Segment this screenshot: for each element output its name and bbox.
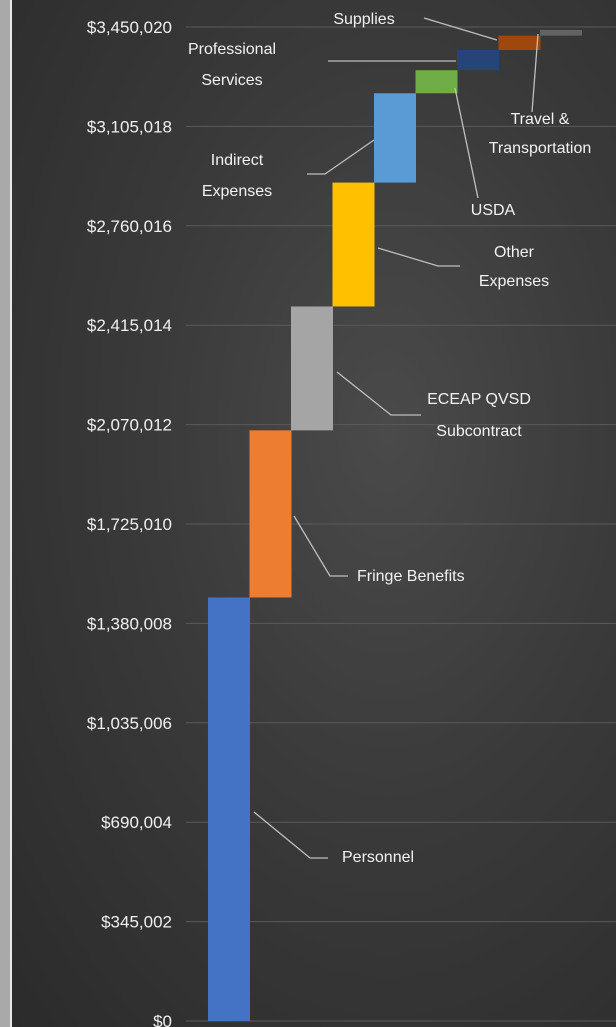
callouts: Personnel Fringe Benefits ECEAP QVSD Subcon… [188, 11, 591, 866]
callout-line [531, 33, 539, 113]
bar-label: Supplies [333, 11, 394, 28]
y-tick-label: $2,760,016 [87, 217, 172, 236]
y-tick-label: $345,002 [101, 913, 172, 932]
bar-label: Professional [188, 41, 276, 58]
y-tick-label: $1,725,010 [87, 515, 172, 534]
bar-label: Fringe Benefits [357, 568, 465, 585]
waterfall-chart: $0 $345,002 $690,004 $1,035,006 $1,380,008 $1… [87, 11, 616, 1027]
bar-label: Indirect [211, 152, 264, 169]
bar-usda [415, 70, 458, 94]
bar-label: Expenses [479, 273, 549, 290]
bar-indirect-expenses [374, 93, 416, 183]
bar-label: Other [494, 244, 535, 261]
bar-label: ECEAP QVSD [427, 391, 531, 408]
callout-line [253, 811, 328, 859]
y-tick-label: $2,415,014 [87, 316, 172, 335]
bar-other-expenses [332, 182, 375, 307]
bar-label: Expenses [202, 183, 272, 200]
y-tick-label: $1,035,006 [87, 714, 172, 733]
chart-frame: $0 $345,002 $690,004 $1,035,006 $1,380,008 $1… [10, 0, 616, 1027]
bars [208, 29, 582, 1021]
bar-fringe-benefits [249, 430, 292, 598]
callout-line [336, 371, 421, 416]
y-tick-label: $690,004 [101, 813, 172, 832]
y-tick-label: $3,450,020 [87, 18, 172, 37]
y-tick-label: $1,380,008 [87, 614, 172, 633]
bar-travel-transportation [540, 29, 582, 36]
bar-label: Travel & [511, 111, 570, 128]
y-axis: $0 $345,002 $690,004 $1,035,006 $1,380,008 $1… [87, 18, 172, 1027]
bar-eceap-qvsd-subcontract [291, 306, 333, 431]
callout-line [377, 247, 460, 267]
bar-label: Services [201, 72, 262, 89]
y-tick-label: $3,105,018 [87, 117, 172, 136]
y-tick-label: $2,070,012 [87, 416, 172, 435]
bar-label: Subcontract [436, 423, 522, 440]
y-tick-label: $0 [153, 1012, 172, 1027]
bar-supplies [498, 35, 541, 51]
bar-professional-services [457, 50, 499, 71]
callout-line [293, 515, 348, 577]
bar-personnel [208, 597, 250, 1021]
bar-label: USDA [471, 202, 516, 219]
bar-label: Transportation [489, 140, 592, 157]
callout-line [307, 139, 375, 175]
bar-label: Personnel [342, 849, 414, 866]
callout-line [454, 87, 479, 199]
callout-line [423, 17, 498, 41]
